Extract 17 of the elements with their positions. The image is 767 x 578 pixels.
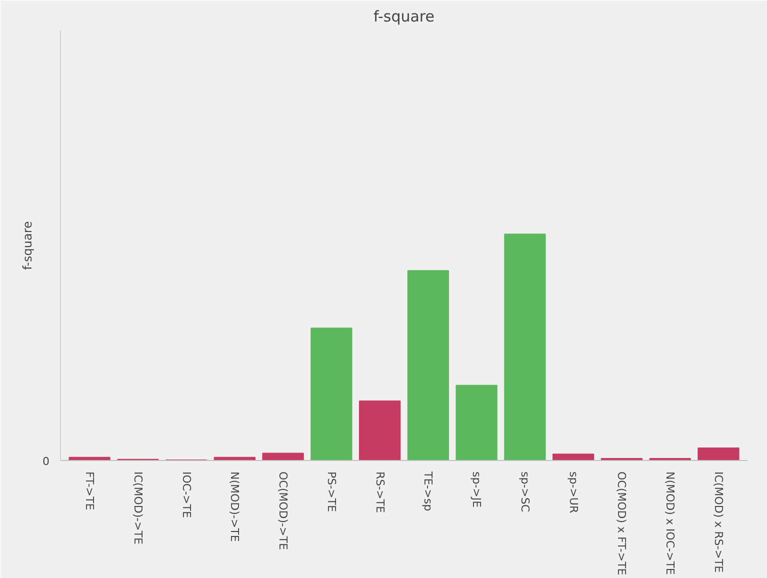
x-tick-label: N(MOD)->TE [228, 472, 242, 542]
x-tick-label: RS->TE [373, 472, 386, 514]
x-tick-label: TE->sp [422, 470, 435, 512]
x-tick-label: sp->UR [566, 472, 580, 514]
text: 0 [42, 455, 50, 468]
x-tick-label: FT->TE [83, 472, 96, 510]
x-tick-label: IOC->TE [180, 472, 193, 518]
x-tick-label: OC(MOD) x FT->TE [615, 472, 628, 576]
chart-title: f-square [374, 8, 434, 26]
x-tick-label: PS->TE [324, 472, 338, 512]
x-tick-label: OC(MOD)->TE [276, 472, 290, 550]
x-tick-label: sp->SC [518, 472, 532, 512]
x-tick-label: sp->JE [470, 472, 484, 508]
x-tick-label: IC(MOD) x RS->TE [712, 472, 725, 573]
x-tick-label: IC(MOD)->TE [131, 472, 144, 545]
y-axis-title: f-square [20, 221, 34, 270]
x-tick-label: N(MOD) x IOC->TE [664, 472, 677, 575]
